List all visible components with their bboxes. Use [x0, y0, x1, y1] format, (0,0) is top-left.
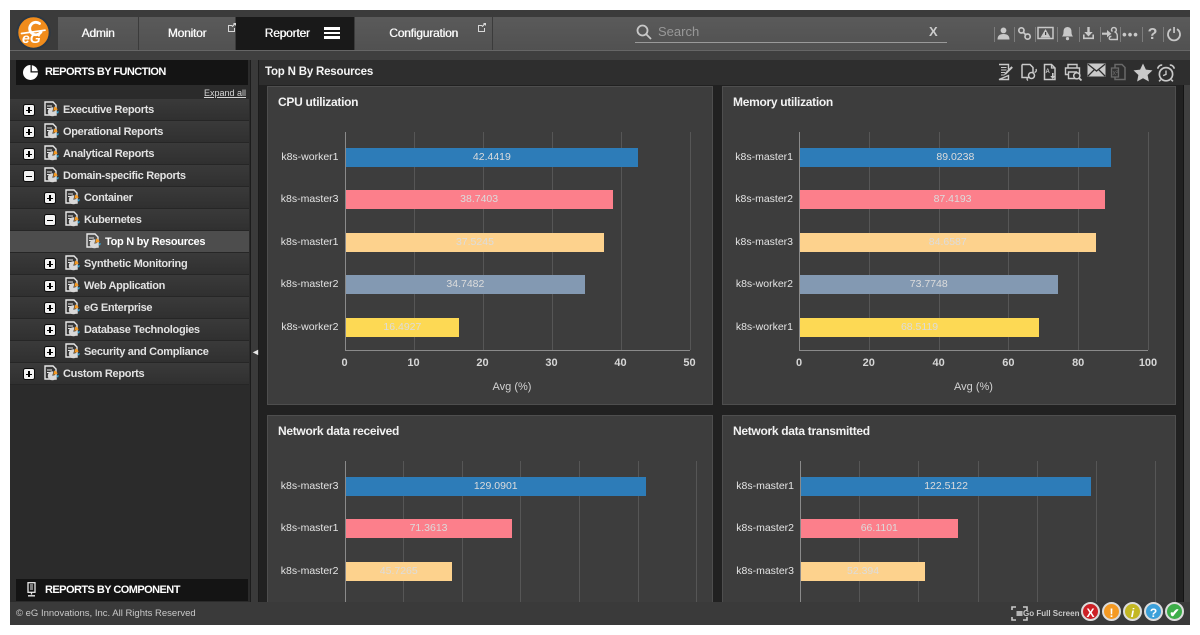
svg-text:x²: x²: [1113, 70, 1120, 77]
svg-text:eG: eG: [22, 30, 41, 46]
svg-text:A: A: [1046, 69, 1051, 75]
